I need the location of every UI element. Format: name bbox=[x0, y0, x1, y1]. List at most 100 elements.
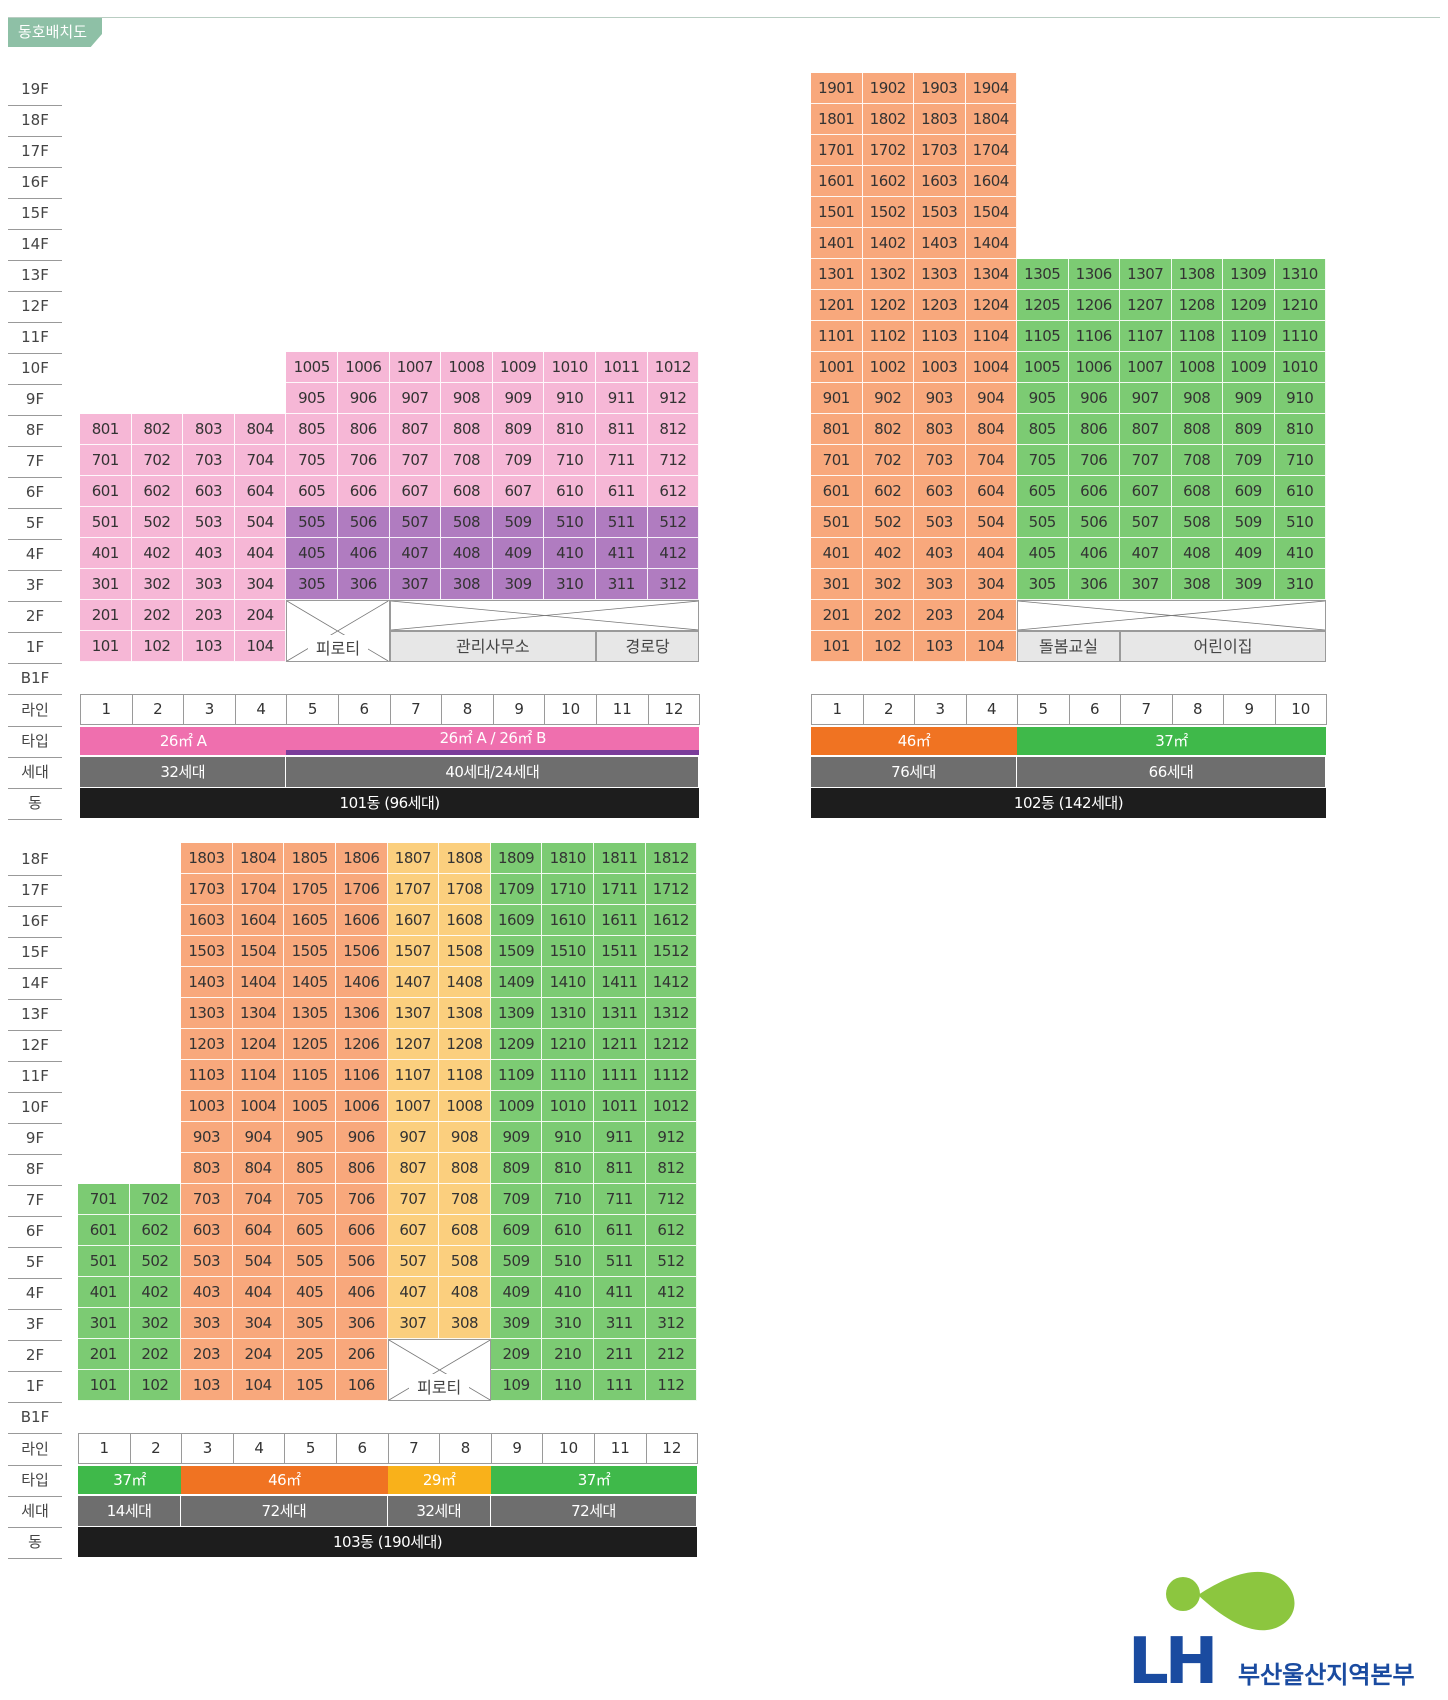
unit-cell: 905 bbox=[286, 383, 338, 414]
unit-cell: 1211 bbox=[594, 1029, 646, 1060]
floor-label: 7F bbox=[8, 1184, 62, 1217]
unit-cell: 804 bbox=[234, 414, 287, 445]
unit-cell: 706 bbox=[1068, 445, 1120, 476]
floor-label: 3F bbox=[8, 569, 62, 602]
unit-cell: 407 bbox=[387, 1277, 440, 1308]
unit-cell: 810 bbox=[542, 1153, 594, 1184]
row-label-building: 동 bbox=[8, 787, 62, 820]
unit-cell: 309 bbox=[490, 1308, 543, 1339]
unit-cell: 405 bbox=[284, 1277, 336, 1308]
facility-2: 어린이집 bbox=[1120, 631, 1326, 662]
unit-cell: 804 bbox=[965, 414, 1017, 445]
unit-cell: 1304 bbox=[232, 998, 285, 1029]
unit-cell: 405 bbox=[1017, 538, 1069, 569]
unit-cell: 602 bbox=[129, 1215, 182, 1246]
unit-cell: 408 bbox=[441, 538, 493, 569]
facility-3: 경로당 bbox=[596, 631, 700, 662]
unit-cell: 1306 bbox=[1068, 259, 1120, 290]
unit-cell: 611 bbox=[596, 476, 648, 507]
unit-cell: 1804 bbox=[965, 104, 1017, 135]
unit-cell: 1007 bbox=[389, 352, 442, 383]
unit-cell: 809 bbox=[1223, 414, 1275, 445]
unit-cell: 612 bbox=[647, 476, 700, 507]
unit-cell: 1204 bbox=[965, 290, 1017, 321]
unit-cell: 111 bbox=[594, 1370, 646, 1401]
unit-cell: 801 bbox=[811, 414, 863, 445]
line-number: 1 bbox=[78, 1433, 131, 1464]
unit-cell: 1309 bbox=[1223, 259, 1275, 290]
unit-cell: 610 bbox=[1274, 476, 1326, 507]
floor-label: 14F bbox=[8, 967, 62, 1000]
unit-cell: 607 bbox=[389, 476, 442, 507]
unit-cell: 807 bbox=[389, 414, 442, 445]
unit-cell: 705 bbox=[284, 1184, 336, 1215]
unit-cell: 907 bbox=[1120, 383, 1172, 414]
unit-cell: 407 bbox=[1120, 538, 1172, 569]
unit-cell: 910 bbox=[542, 1122, 594, 1153]
unit-cell: 407 bbox=[389, 538, 442, 569]
unit-cell: 802 bbox=[862, 414, 914, 445]
floor-label: 6F bbox=[8, 476, 62, 509]
unit-cell: 805 bbox=[284, 1153, 336, 1184]
unit-cell: 210 bbox=[542, 1339, 594, 1370]
unit-cell: 508 bbox=[441, 507, 493, 538]
unit-cell: 1107 bbox=[1120, 321, 1172, 352]
unit-cell: 912 bbox=[647, 383, 700, 414]
unit-cell: 602 bbox=[862, 476, 914, 507]
unit-cell: 1904 bbox=[965, 73, 1017, 104]
unit-cell: 507 bbox=[389, 507, 442, 538]
unit-cell: 805 bbox=[286, 414, 338, 445]
unit-cell: 1206 bbox=[1068, 290, 1120, 321]
line-number: 6 bbox=[338, 694, 391, 725]
unit-cell: 1903 bbox=[914, 73, 966, 104]
unit-cell: 1803 bbox=[914, 104, 966, 135]
floor-label: 5F bbox=[8, 1246, 62, 1279]
unit-cell: 1507 bbox=[387, 936, 440, 967]
unit-cell: 410 bbox=[544, 538, 596, 569]
unit-cell: 702 bbox=[862, 445, 914, 476]
unit-cell: 203 bbox=[181, 1339, 233, 1370]
unit-cell: 611 bbox=[594, 1215, 646, 1246]
unit-cell: 606 bbox=[338, 476, 390, 507]
unit-cell: 1205 bbox=[284, 1029, 336, 1060]
line-number: 3 bbox=[181, 1433, 234, 1464]
unit-cell: 1510 bbox=[542, 936, 594, 967]
unit-cell: 405 bbox=[286, 538, 338, 569]
unit-cell: 411 bbox=[594, 1277, 646, 1308]
unit-cell: 909 bbox=[490, 1122, 543, 1153]
unit-cell: 203 bbox=[183, 600, 235, 631]
pilotis-area: 피로티 bbox=[286, 600, 390, 662]
unit-cell: 1011 bbox=[596, 352, 648, 383]
unit-cell: 412 bbox=[645, 1277, 698, 1308]
unit-cell: 1704 bbox=[232, 874, 285, 905]
floor-label: 18F bbox=[8, 843, 62, 876]
line-number: 9 bbox=[492, 694, 546, 725]
unit-cell: 709 bbox=[492, 445, 545, 476]
unit-cell: 1208 bbox=[439, 1029, 491, 1060]
unit-cell: 1103 bbox=[914, 321, 966, 352]
unit-cell: 1509 bbox=[490, 936, 543, 967]
unit-cell: 907 bbox=[389, 383, 442, 414]
unit-cell: 1701 bbox=[811, 135, 863, 166]
floor-label: 10F bbox=[8, 352, 62, 385]
unit-cell: 204 bbox=[965, 600, 1017, 631]
unit-cell: 1011 bbox=[594, 1091, 646, 1122]
unit-cell: 710 bbox=[544, 445, 596, 476]
unit-cell: 512 bbox=[645, 1246, 698, 1277]
household-count-bar: 72세대 bbox=[181, 1496, 388, 1526]
line-number: 8 bbox=[441, 694, 494, 725]
line-number: 12 bbox=[645, 1433, 699, 1464]
unit-cell: 607 bbox=[387, 1215, 440, 1246]
unit-cell: 304 bbox=[232, 1308, 285, 1339]
floor-label: 9F bbox=[8, 1122, 62, 1155]
unit-cell: 409 bbox=[492, 538, 545, 569]
unit-cell: 307 bbox=[389, 569, 442, 600]
unit-cell: 1601 bbox=[811, 166, 863, 197]
open-area bbox=[1017, 600, 1326, 631]
unit-cell: 806 bbox=[336, 1153, 388, 1184]
unit-cell: 505 bbox=[284, 1246, 336, 1277]
unit-cell: 507 bbox=[1120, 507, 1172, 538]
unit-cell: 1604 bbox=[965, 166, 1017, 197]
unit-cell: 1009 bbox=[492, 352, 545, 383]
logo-small-circle-icon bbox=[1166, 1577, 1200, 1611]
